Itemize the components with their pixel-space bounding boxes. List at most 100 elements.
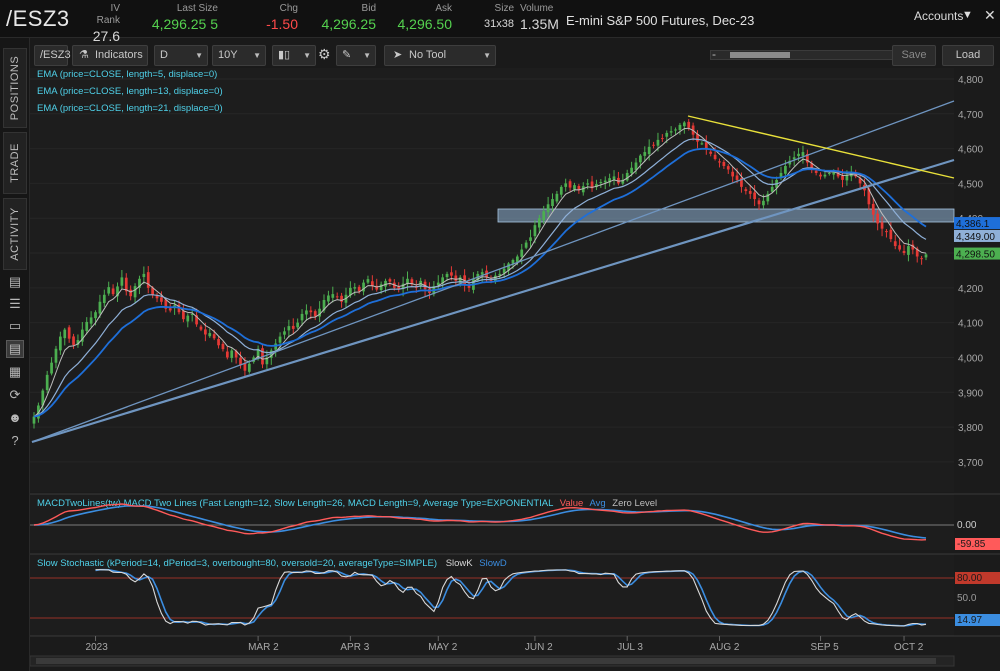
- candle-body: [265, 357, 269, 365]
- time-tick-label: APR 3: [340, 642, 369, 653]
- tab-activity[interactable]: ACTIVITY: [3, 198, 27, 270]
- slowk-line: [95, 569, 927, 627]
- rising-trendline-upper: [31, 100, 955, 443]
- ema13-label[interactable]: EMA (price=CLOSE, length=13, displace=0): [37, 86, 223, 97]
- candle-body: [647, 146, 651, 155]
- candle-body: [287, 326, 291, 331]
- candle-body: [498, 273, 502, 276]
- candle-body: [902, 250, 906, 254]
- candle-body: [146, 272, 150, 288]
- time-tick-label: 2023: [86, 642, 109, 653]
- candle-body: [515, 256, 519, 262]
- candle-body: [568, 181, 572, 188]
- candle-body: [889, 229, 893, 240]
- stochastic-title[interactable]: Slow Stochastic (kPeriod=14, dPeriod=3, …: [37, 558, 507, 569]
- candle-body: [107, 287, 111, 294]
- candle-body: [836, 172, 840, 177]
- ema13-line: [33, 138, 927, 418]
- load-button[interactable]: Load: [942, 45, 994, 66]
- gear-icon[interactable]: ⚙: [318, 46, 331, 62]
- price-tag-bg: [954, 247, 1000, 260]
- chevron-down-icon[interactable]: ▼: [962, 9, 973, 21]
- candle-body: [480, 272, 484, 275]
- instrument-description: E-mini S&P 500 Futures, Dec-23: [566, 13, 755, 28]
- volume-label: Volume: [520, 3, 554, 14]
- candle-body: [608, 178, 611, 183]
- tab-trade[interactable]: TRADE: [3, 132, 27, 194]
- candle-body: [76, 340, 80, 345]
- candle-body: [256, 348, 260, 359]
- history-icon[interactable]: ⟳: [9, 387, 21, 402]
- price-tick-label: 3,900: [958, 388, 983, 399]
- people-icon[interactable]: ☻: [8, 410, 22, 425]
- candle-body: [467, 284, 471, 288]
- candle-body: [726, 166, 730, 170]
- resistance-line: [687, 115, 955, 179]
- size-field: Size 31x38: [474, 3, 514, 33]
- candle-body: [700, 143, 704, 145]
- candle-body: [138, 278, 141, 288]
- candle-body: [788, 160, 792, 165]
- candle-body: [41, 390, 45, 406]
- candle-body: [744, 189, 748, 192]
- candle-body: [731, 171, 735, 177]
- symbol-box[interactable]: /ESZ3: [34, 45, 71, 66]
- macd-title[interactable]: MACDTwoLines(tw) MACD Two Lines (Fast Le…: [37, 498, 657, 509]
- price-tick-label: 3,800: [958, 423, 983, 434]
- candle-body: [770, 186, 774, 192]
- price-tick-label: 4,800: [958, 75, 983, 86]
- candle-body: [366, 279, 370, 283]
- tool-select[interactable]: ➤ No Tool ▼: [384, 45, 496, 66]
- layers-icon[interactable]: ▭: [8, 318, 22, 333]
- candle-body: [313, 311, 317, 317]
- candle-body: [898, 245, 901, 250]
- candle-body: [669, 131, 673, 133]
- tab-positions[interactable]: POSITIONS: [3, 48, 27, 128]
- zoom-out-button[interactable]: -: [712, 47, 716, 61]
- drawing-tools-select[interactable]: ✎ ▼: [336, 45, 376, 66]
- candle-body: [581, 186, 585, 193]
- candle-body: [362, 282, 365, 292]
- chart-style-select[interactable]: ▮▯ ▼: [272, 45, 316, 66]
- price-tick-label: 4,100: [958, 319, 983, 330]
- indicators-button[interactable]: ⚗ Indicators: [72, 45, 148, 66]
- candle-body: [436, 282, 440, 286]
- candle-body: [652, 144, 655, 146]
- ema21-label[interactable]: EMA (price=CLOSE, length=21, displace=0): [37, 103, 223, 114]
- range-select[interactable]: 10Y ▼: [212, 45, 266, 66]
- tool-select-value: No Tool: [409, 49, 447, 61]
- tiles-icon[interactable]: ▦: [8, 364, 22, 379]
- list-icon[interactable]: ▤: [8, 274, 22, 289]
- candle-body: [50, 362, 53, 374]
- candle-body: [687, 121, 691, 128]
- candle-body: [410, 279, 414, 285]
- candle-body: [217, 339, 220, 346]
- help-icon[interactable]: ?: [11, 433, 19, 448]
- chart-toolbar: /ESZ3 ⚗ Indicators D ▼ 10Y ▼ ▮▯ ▼ ⚙ ✎ ▼ ➤ No…: [30, 45, 1000, 67]
- tab-trade-label: TRADE: [9, 143, 21, 183]
- interval-value: D: [160, 49, 168, 61]
- time-tick-label: OCT 2: [894, 642, 924, 653]
- price-tick-label: 4,000: [958, 353, 983, 364]
- candle-body: [858, 178, 862, 184]
- candle-body: [445, 273, 449, 278]
- symbol-title[interactable]: /ESZ3: [6, 6, 70, 31]
- candle-body: [384, 280, 387, 287]
- close-icon[interactable]: ✕: [984, 7, 996, 23]
- save-button[interactable]: Save: [892, 45, 936, 66]
- size-value: 31x38: [484, 18, 514, 30]
- candle-body: [735, 175, 739, 180]
- interval-select[interactable]: D ▼: [154, 45, 208, 66]
- grid-list-icon[interactable]: ☰: [9, 296, 21, 311]
- chart-icon[interactable]: ▤: [6, 340, 24, 358]
- price-chart[interactable]: 4,8004,7004,6004,5004,4004,3004,2004,100…: [30, 68, 1000, 671]
- price-tag: 4,349.00: [956, 232, 995, 243]
- candle-body: [507, 263, 510, 271]
- candle-body: [208, 333, 212, 337]
- bottom-scrollbar-thumb[interactable]: [36, 658, 936, 664]
- ema5-label[interactable]: EMA (price=CLOSE, length=5, displace=0): [37, 69, 217, 80]
- time-scrollbar-thumb[interactable]: [730, 52, 790, 58]
- candle-body: [230, 350, 234, 358]
- candle-body: [529, 237, 532, 241]
- accounts-button[interactable]: Accounts: [914, 9, 964, 23]
